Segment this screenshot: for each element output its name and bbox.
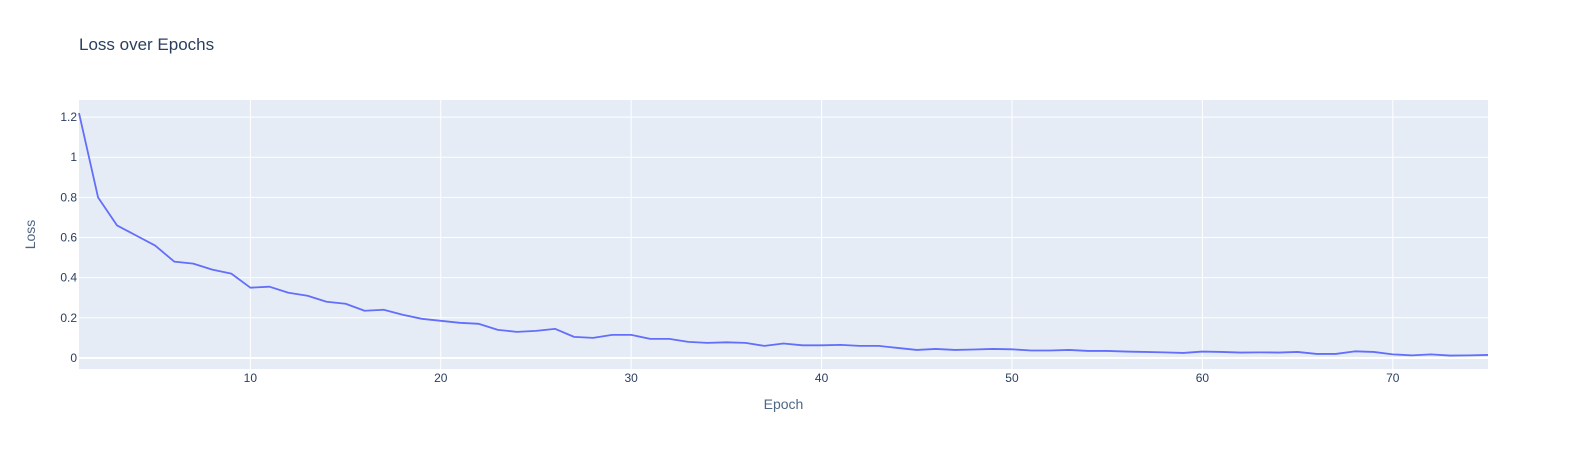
y-tick-label: 0	[70, 351, 77, 365]
y-tick-labels: 0 0.2 0.4 0.6 0.8 1 1.2	[60, 110, 77, 365]
x-tick-label: 50	[1005, 371, 1019, 385]
plot-background	[79, 100, 1488, 369]
y-gridlines	[79, 116, 1488, 359]
y-tick-label: 1	[70, 150, 77, 164]
x-tick-label: 60	[1196, 371, 1210, 385]
x-tick-label: 40	[815, 371, 829, 385]
y-tick-label: 0.8	[60, 190, 77, 204]
y-tick-label: 0.4	[60, 271, 77, 285]
y-tick-label: 0.6	[60, 231, 77, 245]
x-tick-label: 10	[244, 371, 258, 385]
x-tick-label: 30	[624, 371, 638, 385]
chart-title: Loss over Epochs	[79, 35, 214, 54]
y-tick-label: 0.2	[60, 311, 77, 325]
x-axis-title: Epoch	[764, 396, 804, 412]
x-tick-label: 20	[434, 371, 448, 385]
series-layer	[78, 112, 1489, 357]
series-line	[78, 112, 1489, 357]
x-gridlines	[249, 100, 1394, 369]
y-tick-label: 1.2	[60, 110, 77, 124]
y-axis-title: Loss	[22, 220, 38, 250]
x-tick-label: 70	[1386, 371, 1400, 385]
x-tick-labels: 10 20 30 40 50 60 70	[244, 371, 1400, 385]
